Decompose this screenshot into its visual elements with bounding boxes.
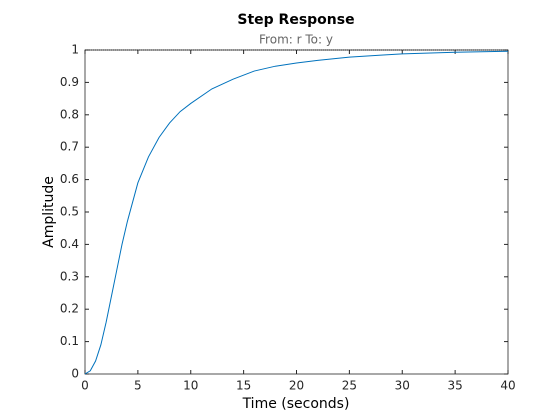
- x-tick-label: 40: [500, 379, 515, 393]
- y-tick-label: 0.6: [60, 172, 79, 186]
- y-tick-label: 0.4: [60, 237, 79, 251]
- y-tick-label: 0: [71, 367, 79, 381]
- y-tick-label: 0.8: [60, 107, 79, 121]
- y-tick-label: 0.3: [60, 269, 79, 283]
- x-tick-label: 30: [395, 379, 410, 393]
- y-axis-label: Amplitude: [41, 176, 57, 248]
- y-tick-label: 0.2: [60, 302, 79, 316]
- response-line: [84, 50, 509, 375]
- chart-subtitle: From: r To: y: [259, 33, 333, 47]
- y-tick-label: 1: [71, 43, 79, 57]
- x-tick-label: 15: [236, 379, 251, 393]
- x-tick-label: 10: [183, 379, 198, 393]
- x-tick-label: 35: [447, 379, 462, 393]
- x-tick-label: 0: [81, 379, 89, 393]
- y-tick-label: 0.7: [60, 140, 79, 154]
- x-tick-label: 20: [289, 379, 304, 393]
- x-tick-label: 5: [134, 379, 142, 393]
- chart-title: Step Response: [237, 12, 354, 28]
- x-axis-label: Time (seconds): [242, 396, 350, 412]
- y-tick-label: 0.1: [60, 334, 79, 348]
- y-tick-label: 0.5: [60, 205, 79, 219]
- y-tick-label: 0.9: [60, 75, 79, 89]
- x-tick-label: 25: [342, 379, 357, 393]
